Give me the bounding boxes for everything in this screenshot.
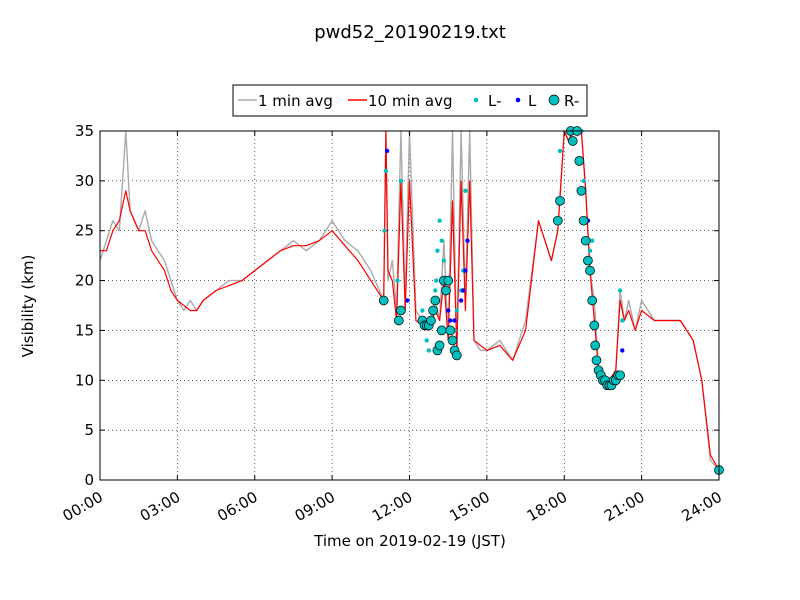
- legend-marker-l: [515, 97, 521, 103]
- y-tick-label: 10: [75, 371, 94, 389]
- point-l-minus: [424, 338, 429, 343]
- point-l-minus: [590, 238, 595, 243]
- point-r-minus: [552, 215, 563, 226]
- point-r-minus: [445, 325, 456, 336]
- legend-label-r-minus: R-: [564, 92, 579, 110]
- x-tick-label: 24:00: [679, 488, 725, 525]
- point-r-minus: [615, 370, 625, 381]
- series-r-minus: [378, 126, 724, 475]
- legend-label-10min: 10 min avg: [368, 92, 453, 110]
- point-l: [384, 148, 390, 154]
- point-l-minus: [620, 318, 625, 323]
- point-r-minus: [583, 255, 593, 266]
- point-l-minus: [433, 288, 438, 293]
- point-r-minus: [441, 285, 451, 296]
- point-r-minus: [436, 325, 447, 336]
- point-l-minus: [420, 308, 425, 313]
- point-l: [458, 298, 464, 303]
- point-l-minus: [441, 258, 447, 263]
- point-r-minus: [591, 355, 602, 366]
- point-r-minus: [587, 295, 598, 306]
- point-l-minus: [617, 288, 623, 293]
- point-l-minus: [398, 178, 404, 184]
- point-r-minus: [451, 350, 462, 361]
- y-tick-label: 0: [84, 471, 94, 489]
- point-r-minus: [447, 335, 458, 346]
- point-r-minus: [443, 275, 454, 286]
- x-tick-label: 12:00: [369, 488, 415, 525]
- legend-box: [232, 84, 588, 117]
- chart-title: pwd52_20190219.txt: [314, 22, 506, 43]
- point-r-minus: [578, 215, 589, 226]
- point-l: [452, 318, 457, 323]
- y-tick-label: 5: [84, 421, 94, 439]
- x-tick-label: 00:00: [60, 488, 106, 525]
- point-r-minus: [576, 185, 587, 196]
- point-r-minus: [580, 235, 591, 246]
- point-l-minus: [454, 308, 459, 313]
- point-l: [461, 288, 466, 293]
- x-tick-label: 18:00: [524, 488, 570, 525]
- point-l-minus: [581, 178, 586, 184]
- point-l-minus: [463, 188, 468, 193]
- x-tick-label: 09:00: [292, 488, 338, 525]
- point-r-minus: [393, 315, 404, 326]
- legend-label-1min: 1 min avg: [258, 92, 333, 110]
- point-l-minus: [395, 278, 400, 283]
- point-l: [463, 268, 468, 273]
- point-l-minus: [437, 218, 442, 223]
- tick-marks: [99, 130, 720, 481]
- legend-marker-r-minus: [548, 94, 560, 106]
- x-tick-label: 21:00: [601, 488, 647, 525]
- x-tick-label: 15:00: [446, 488, 492, 525]
- y-tick-labels: 0 5 10 15 20 25 30 35: [75, 122, 94, 489]
- legend-label-l: L: [528, 92, 537, 110]
- x-axis-label: Time on 2019-02-19 (JST): [313, 532, 506, 550]
- point-l-minus: [557, 148, 563, 154]
- y-axis-label: Visibility (km): [19, 255, 37, 358]
- y-tick-label: 15: [75, 321, 94, 339]
- point-l-minus: [434, 278, 439, 283]
- point-r-minus: [430, 295, 441, 306]
- y-tick-label: 25: [75, 222, 94, 240]
- point-r-minus: [590, 340, 601, 351]
- point-r-minus: [434, 340, 445, 351]
- point-l: [448, 318, 453, 323]
- x-tick-label: 06:00: [214, 488, 260, 525]
- legend-marker-l-minus: [473, 97, 479, 103]
- point-l-minus: [382, 228, 387, 233]
- x-tick-labels: 00:00 03:00 06:00 09:00 12:00 15:00 18:00 21:00…: [60, 488, 725, 525]
- point-r-minus: [555, 195, 565, 206]
- y-tick-label: 35: [75, 122, 94, 140]
- point-l: [405, 298, 410, 303]
- point-l: [620, 348, 625, 353]
- point-r-minus: [396, 305, 406, 316]
- point-l-minus: [426, 348, 431, 353]
- point-r-minus: [428, 305, 438, 316]
- point-l-minus: [587, 248, 593, 253]
- point-r-minus: [426, 315, 436, 326]
- point-r-minus: [585, 265, 595, 276]
- point-r-minus: [589, 320, 600, 331]
- point-l: [446, 308, 451, 313]
- legend: 1 min avg 10 min avg L- L R-: [232, 84, 588, 117]
- y-tick-label: 20: [75, 272, 94, 290]
- legend-label-l-minus: L-: [488, 92, 502, 110]
- point-l: [465, 238, 470, 243]
- x-tick-label: 03:00: [137, 488, 183, 525]
- point-r-minus: [378, 295, 389, 306]
- y-tick-label: 30: [75, 172, 94, 190]
- point-l-minus: [383, 168, 389, 174]
- point-r-minus: [567, 136, 578, 146]
- point-r-minus: [574, 156, 585, 166]
- point-l-minus: [435, 248, 440, 253]
- point-l-minus: [439, 238, 444, 243]
